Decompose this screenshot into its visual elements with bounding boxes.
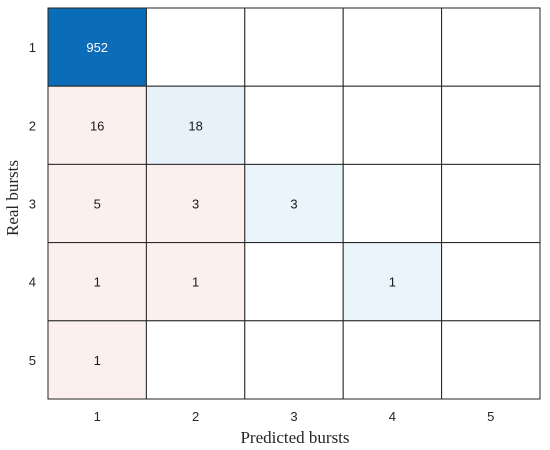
cell-value-label: 5: [94, 197, 101, 212]
heatmap-cell-r5-c5: [441, 320, 541, 400]
heatmap-cell-r2-c1: [47, 85, 147, 165]
heatmap-cell-r3-c5: [441, 163, 541, 244]
x-tick-label: 1: [94, 409, 101, 424]
cell-value-label: 1: [389, 275, 396, 290]
heatmap-cell-r5-c1: [47, 320, 147, 400]
cell-value-label: 16: [90, 118, 104, 133]
x-tick-label: 2: [192, 409, 199, 424]
heatmap-cell-r2-c4: [342, 85, 443, 165]
x-tick-label: 4: [389, 409, 396, 424]
heatmap-cell-r1-c3: [244, 7, 344, 87]
cell-value-label: 3: [290, 197, 297, 212]
heatmap-cell-r3-c2: [145, 163, 246, 244]
cell-value-label: 1: [192, 275, 199, 290]
x-axis-label: Predicted bursts: [240, 428, 349, 447]
y-tick-labels: 1 2 3 4 5: [29, 40, 36, 368]
heatmap-cell-r1-c1: [47, 7, 147, 87]
heatmap-cell-r3-c1: [47, 163, 147, 244]
heatmap-cell-r1-c5: [441, 7, 541, 87]
heatmap-cell-r2-c3: [244, 85, 344, 165]
x-tick-label: 3: [290, 409, 297, 424]
cell-value-label: 3: [192, 197, 199, 212]
heatmap-cell-r4-c2: [145, 242, 246, 322]
y-tick-label: 4: [29, 275, 36, 290]
y-tick-label: 5: [29, 353, 36, 368]
heatmap-cell-r5-c2: [145, 320, 246, 400]
cell-value-label: 1: [94, 353, 101, 368]
y-axis-label: Real bursts: [3, 160, 22, 236]
heatmap-cell-r3-c4: [342, 163, 443, 244]
heatmap-cell-r5-c4: [342, 320, 443, 400]
cell-value-label: 18: [188, 118, 202, 133]
heatmap-cell-r1-c2: [145, 7, 246, 87]
y-tick-label: 2: [29, 118, 36, 133]
heatmap-cell-r5-c3: [244, 320, 344, 400]
heatmap-cell-r2-c2: [145, 85, 246, 165]
heatmap-cell-r4-c3: [244, 242, 344, 322]
heatmap-cell-r4-c5: [441, 242, 541, 322]
x-tick-labels: 1 2 3 4 5: [94, 409, 495, 424]
y-tick-label: 3: [29, 197, 36, 212]
heatmap-cell-r1-c4: [342, 7, 443, 87]
cell-value-label: 1: [94, 275, 101, 290]
y-tick-label: 1: [29, 40, 36, 55]
heatmap-cell-r2-c5: [441, 85, 541, 165]
heatmap-cells: 952 16 18 5 3 3 1 1 1 1: [47, 7, 541, 400]
x-tick-label: 5: [487, 409, 494, 424]
cell-value-label: 952: [86, 40, 108, 55]
heatmap-cell-r3-c3: [244, 163, 344, 244]
